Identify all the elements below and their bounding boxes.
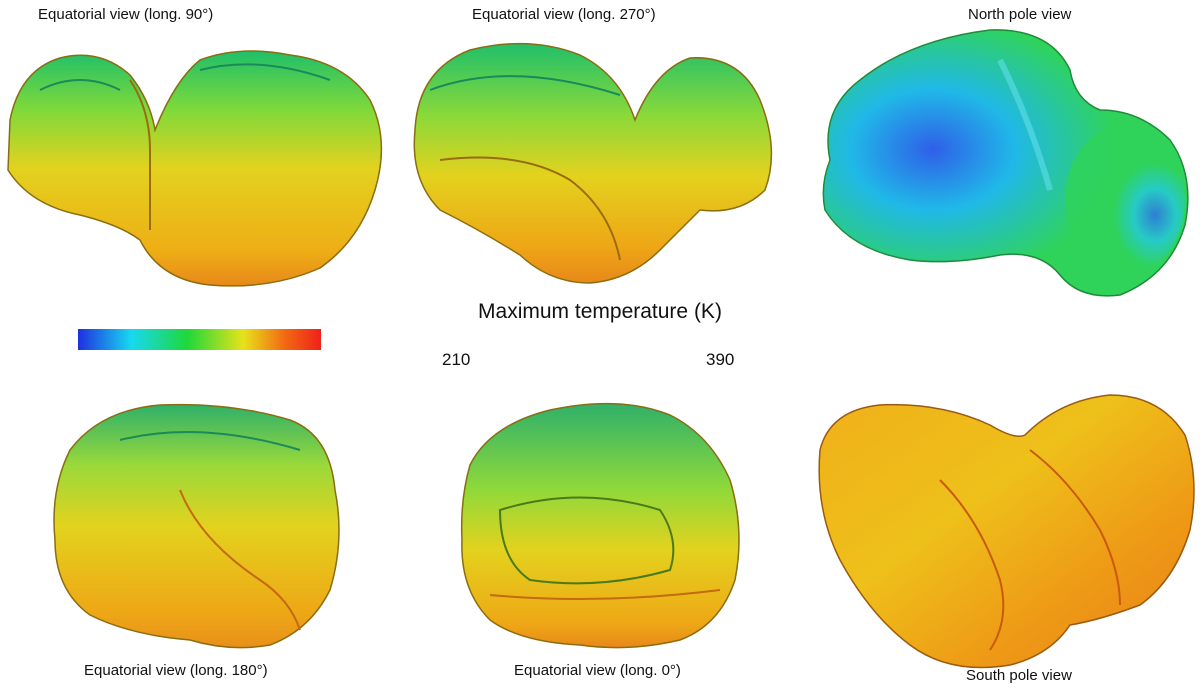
caption-long270: Equatorial view (long. 270°) bbox=[472, 6, 656, 23]
colorbar-gradient bbox=[78, 329, 321, 350]
comet-view-south bbox=[800, 390, 1200, 670]
comet-view-long0 bbox=[400, 390, 800, 660]
colorbar-min-label: 210 bbox=[442, 350, 471, 369]
comet-view-north bbox=[800, 0, 1200, 310]
caption-long180: Equatorial view (long. 180°) bbox=[84, 662, 268, 679]
caption-north: North pole view bbox=[968, 6, 1072, 23]
comet-view-long180 bbox=[0, 390, 400, 660]
comet-shape-long180 bbox=[53, 403, 340, 649]
colorbar-title: Maximum temperature (K) bbox=[478, 300, 722, 323]
caption-long90: Equatorial view (long. 90°) bbox=[38, 6, 214, 23]
caption-long0: Equatorial view (long. 0°) bbox=[514, 662, 681, 679]
comet-shape-long90 bbox=[7, 50, 383, 287]
comet-shape-south bbox=[818, 394, 1195, 669]
comet-shape-long0 bbox=[460, 402, 740, 649]
comet-view-long270 bbox=[400, 0, 800, 300]
comet-shape-north bbox=[822, 29, 1189, 297]
caption-south: South pole view bbox=[966, 667, 1072, 684]
comet-shape-long270 bbox=[413, 42, 773, 284]
colorbar-legend: Maximum temperature (K) 210 390 bbox=[400, 296, 800, 386]
comet-view-long90 bbox=[0, 0, 400, 300]
colorbar-max-label: 390 bbox=[706, 350, 735, 369]
